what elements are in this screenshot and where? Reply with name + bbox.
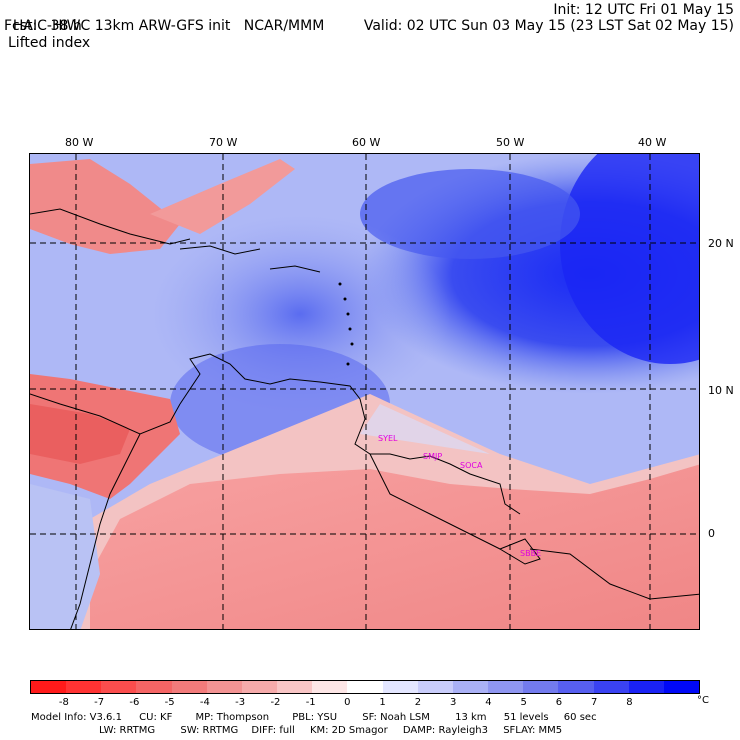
pbl-scheme: PBL: YSU [292,712,337,723]
lon-label: 40 W [638,136,666,149]
colorbar-tick-label: 8 [626,697,632,708]
time-step: 60 sec [564,712,597,723]
colorbar-tick-label: 5 [520,697,526,708]
colorbar [30,680,700,694]
org-label: NCAR/MMM [244,18,325,34]
station-label: SBBE [520,549,541,558]
surface-scheme: SF: Noah LSM [362,712,430,723]
colorbar-segment [594,681,629,693]
colorbar-tick-label: -3 [235,697,245,708]
init-time: Init: 12 UTC Fri 01 May 15 [553,2,734,18]
damping-option: DAMP: Rayleigh3 [403,725,488,736]
model-version: Model Info: V3.6.1 [31,712,122,723]
colorbar-segment [66,681,101,693]
colorbar-segment [207,681,242,693]
grid-spacing: 13 km [455,712,486,723]
colorbar-unit: °C [697,695,709,706]
colorbar-segment [277,681,312,693]
colorbar-segment [453,681,488,693]
lon-label: 80 W [65,136,93,149]
colorbar-tick-label: 3 [450,697,456,708]
colorbar-tick-label: 2 [415,697,421,708]
colorbar-tick-label: -2 [270,697,280,708]
colorbar-tick-label: 7 [591,697,597,708]
lat-label: 10 N [708,384,734,397]
longwave-scheme: LW: RRTMG [99,725,155,736]
colorbar-segment [242,681,277,693]
colorbar-tick-label: 1 [379,697,385,708]
vertical-levels: 51 levels [504,712,549,723]
field-name: Lifted index [8,35,90,51]
lat-label: 0 [708,527,715,540]
shortwave-scheme: SW: RRTMG [180,725,238,736]
colorbar-segment [172,681,207,693]
valid-time: Valid: 02 UTC Sun 03 May 15 (23 LST Sat … [364,18,734,34]
lon-label: 70 W [209,136,237,149]
colorbar-tick-label: -5 [165,697,175,708]
map-svg: SYEL SMJP SOCA SBBE [30,154,700,630]
model-info-line-1: Model Info: V3.6.1 CU: KF MP: Thompson P… [31,712,597,723]
diffusion-option: DIFF: full [251,725,294,736]
colorbar-segment [523,681,558,693]
lat-label: 20 N [708,237,734,250]
colorbar-tick-label: -1 [306,697,316,708]
lon-label: 60 W [352,136,380,149]
colorbar-tick-label: 0 [344,697,350,708]
forecast-hour: Fcst: 38 h [4,18,82,34]
model-info-line-2: LW: RRTMG SW: RRTMG DIFF: full KM: 2D Sm… [99,725,562,736]
colorbar-segment [347,681,382,693]
colorbar-segment [418,681,453,693]
eddy-coefficient: KM: 2D Smagor [310,725,388,736]
colorbar-tick-label: 4 [485,697,491,708]
colorbar-segment [31,681,66,693]
colorbar-segment [558,681,593,693]
colorbar-segment [629,681,664,693]
surface-layer: SFLAY: MM5 [503,725,562,736]
colorbar-tick-label: -6 [129,697,139,708]
colorbar-segment [312,681,347,693]
station-label: SMJP [423,452,442,461]
microphysics-scheme: MP: Thompson [196,712,270,723]
station-label: SYEL [378,434,398,443]
colorbar-segment [488,681,523,693]
colorbar-segment [101,681,136,693]
colorbar-tick-label: -4 [200,697,210,708]
colorbar-tick-label: -7 [94,697,104,708]
colorbar-tick-label: 6 [556,697,562,708]
station-label: SOCA [460,461,483,470]
colorbar-segment [383,681,418,693]
colorbar-tick-label: -8 [59,697,69,708]
lifted-index-map: SYEL SMJP SOCA SBBE [29,153,700,630]
cumulus-scheme: CU: KF [139,712,172,723]
colorbar-segment [136,681,171,693]
lon-label: 50 W [496,136,524,149]
colorbar-segment [664,681,699,693]
